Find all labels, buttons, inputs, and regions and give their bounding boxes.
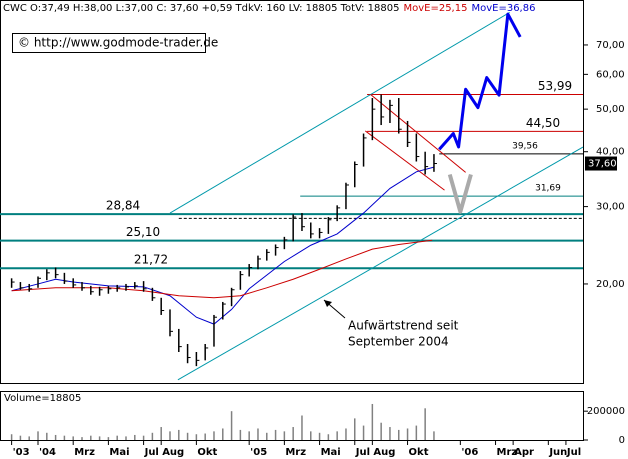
level-label: 25,10 xyxy=(126,225,160,239)
watermark-box xyxy=(12,33,206,53)
header-part: CWC O:37,49 H:38,00 L:37,00 C: 37,60 +0,… xyxy=(3,3,399,14)
level-label: 28,84 xyxy=(106,199,140,213)
x-tick-label: Aug xyxy=(373,447,395,458)
trend-line xyxy=(177,146,584,381)
last-price-label: 37,60 xyxy=(588,159,617,170)
moving-average xyxy=(11,239,433,299)
x-tick-label: Apr xyxy=(514,447,534,458)
y-tick-label: 70,00 xyxy=(596,40,625,51)
y-tick-label: 0 xyxy=(619,435,625,446)
volume-title: Volume=18805 xyxy=(4,393,81,404)
trend-line xyxy=(370,94,466,173)
trend-line xyxy=(438,12,522,151)
x-tick-label: Aug xyxy=(162,447,184,458)
watermark: © http://www.godmode-trader.de xyxy=(18,36,218,50)
x-tick-label: Mai xyxy=(321,447,341,458)
level-label: 53,99 xyxy=(538,79,572,93)
x-tick-label: '06 xyxy=(461,447,478,458)
y-tick-label: 40,00 xyxy=(596,147,625,158)
level-label: 31,69 xyxy=(535,184,561,194)
trend-line xyxy=(447,173,473,214)
arrow-head xyxy=(324,300,332,307)
annotation: Aufwärtstrend seit xyxy=(348,319,459,333)
x-tick-label: Mrz xyxy=(497,447,518,458)
header-part: MovE=36,86 xyxy=(471,3,535,14)
x-tick-label: Jul xyxy=(566,447,581,458)
x-tick-label: Mrz xyxy=(74,447,95,458)
y-tick-label: 30,00 xyxy=(596,202,625,213)
price-frame xyxy=(0,0,584,384)
level-label: 44,50 xyxy=(526,116,560,130)
y-tick-label: 200000 xyxy=(587,406,625,417)
x-tick-label: '05 xyxy=(250,447,267,458)
x-tick-label: Mai xyxy=(109,447,129,458)
x-tick-label: Jul xyxy=(355,447,370,458)
header-part: MovE=25,15 xyxy=(403,3,467,14)
moving-average xyxy=(11,166,435,325)
y-tick-label: 50,00 xyxy=(596,104,625,115)
x-tick-label: '04 xyxy=(39,447,56,458)
trend-line xyxy=(365,130,445,191)
trend-line xyxy=(169,12,510,214)
x-tick-label: Mrz xyxy=(285,447,306,458)
x-tick-label: Jun xyxy=(548,447,567,458)
header-text: CWC O:37,49 H:38,00 L:37,00 C: 37,60 +0,… xyxy=(3,3,535,14)
x-tick-label: '03 xyxy=(13,447,30,458)
level-label: 39,56 xyxy=(512,141,538,151)
y-tick-label: 60,00 xyxy=(596,69,625,80)
x-tick-label: Okt xyxy=(197,447,217,458)
header: CWC O:37,49 H:38,00 L:37,00 C: 37,60 +0,… xyxy=(3,3,535,14)
annotation: September 2004 xyxy=(348,335,449,349)
x-tick-label: Jul xyxy=(144,447,159,458)
volume-frame xyxy=(0,391,584,441)
last-price-box xyxy=(585,156,617,171)
x-tick-label: Okt xyxy=(409,447,429,458)
level-label: 21,72 xyxy=(134,253,168,267)
y-tick-label: 20,00 xyxy=(596,279,625,290)
